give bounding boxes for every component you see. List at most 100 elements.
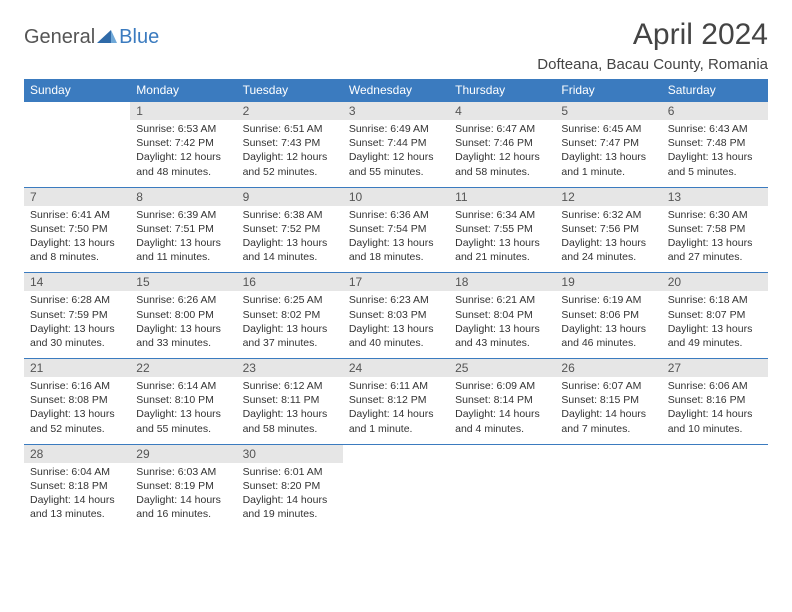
daylight-text-1: Daylight: 12 hours	[349, 150, 443, 164]
sunset-text: Sunset: 8:18 PM	[30, 479, 124, 493]
day-number: 23	[243, 361, 256, 375]
daynum-row: 28 29 30	[24, 444, 768, 463]
day-number: 17	[349, 275, 362, 289]
day-number: 8	[136, 190, 143, 204]
sunset-text: Sunset: 8:04 PM	[455, 308, 549, 322]
daylight-text-2: and 4 minutes.	[455, 422, 549, 436]
daylight-text-1: Daylight: 13 hours	[243, 407, 337, 421]
day-number: 7	[30, 190, 37, 204]
daylight-text-2: and 8 minutes.	[30, 250, 124, 264]
day-detail-cell	[449, 463, 555, 530]
day-detail-cell: Sunrise: 6:21 AMSunset: 8:04 PMDaylight:…	[449, 291, 555, 358]
sunset-text: Sunset: 8:11 PM	[243, 393, 337, 407]
day-number: 22	[136, 361, 149, 375]
daylight-text-1: Daylight: 14 hours	[243, 493, 337, 507]
dayhead-fri: Friday	[555, 79, 661, 102]
day-detail-cell: Sunrise: 6:39 AMSunset: 7:51 PMDaylight:…	[130, 206, 236, 273]
day-detail-cell: Sunrise: 6:28 AMSunset: 7:59 PMDaylight:…	[24, 291, 130, 358]
daylight-text-2: and 11 minutes.	[136, 250, 230, 264]
day-number-cell: 16	[237, 273, 343, 292]
sunrise-text: Sunrise: 6:47 AM	[455, 122, 549, 136]
daylight-text-2: and 33 minutes.	[136, 336, 230, 350]
day-detail-cell	[24, 120, 130, 187]
daylight-text-1: Daylight: 13 hours	[455, 322, 549, 336]
day-detail-cell: Sunrise: 6:47 AMSunset: 7:46 PMDaylight:…	[449, 120, 555, 187]
sunrise-text: Sunrise: 6:43 AM	[668, 122, 762, 136]
sunrise-text: Sunrise: 6:28 AM	[30, 293, 124, 307]
day-detail-cell: Sunrise: 6:11 AMSunset: 8:12 PMDaylight:…	[343, 377, 449, 444]
day-number-cell: 26	[555, 359, 661, 378]
day-number: 11	[455, 190, 467, 204]
dayhead-mon: Monday	[130, 79, 236, 102]
sunrise-text: Sunrise: 6:16 AM	[30, 379, 124, 393]
sunset-text: Sunset: 7:43 PM	[243, 136, 337, 150]
daylight-text-2: and 21 minutes.	[455, 250, 549, 264]
logo: General Blue	[24, 18, 159, 49]
day-number-cell: 29	[130, 444, 236, 463]
day-detail-cell: Sunrise: 6:04 AMSunset: 8:18 PMDaylight:…	[24, 463, 130, 530]
daylight-text-2: and 14 minutes.	[243, 250, 337, 264]
daylight-text-2: and 55 minutes.	[136, 422, 230, 436]
daylight-text-1: Daylight: 13 hours	[243, 236, 337, 250]
daylight-text-1: Daylight: 12 hours	[455, 150, 549, 164]
daylight-text-2: and 16 minutes.	[136, 507, 230, 521]
day-number-cell: 28	[24, 444, 130, 463]
day-number: 15	[136, 275, 149, 289]
daylight-text-2: and 1 minute.	[561, 165, 655, 179]
sunset-text: Sunset: 7:46 PM	[455, 136, 549, 150]
day-number: 30	[243, 447, 256, 461]
sunrise-text: Sunrise: 6:51 AM	[243, 122, 337, 136]
daylight-text-2: and 27 minutes.	[668, 250, 762, 264]
daylight-text-2: and 52 minutes.	[30, 422, 124, 436]
day-number: 2	[243, 104, 250, 118]
sunset-text: Sunset: 8:08 PM	[30, 393, 124, 407]
day-number-cell: 30	[237, 444, 343, 463]
daylight-text-2: and 7 minutes.	[561, 422, 655, 436]
day-number-cell: 11	[449, 187, 555, 206]
daylight-text-1: Daylight: 13 hours	[136, 236, 230, 250]
day-number: 12	[561, 190, 574, 204]
daynum-row: 123456	[24, 102, 768, 121]
sunset-text: Sunset: 8:19 PM	[136, 479, 230, 493]
day-detail-cell: Sunrise: 6:12 AMSunset: 8:11 PMDaylight:…	[237, 377, 343, 444]
day-number-cell: 7	[24, 187, 130, 206]
sunset-text: Sunset: 8:12 PM	[349, 393, 443, 407]
day-number-cell: 18	[449, 273, 555, 292]
sunset-text: Sunset: 8:07 PM	[668, 308, 762, 322]
sunset-text: Sunset: 8:10 PM	[136, 393, 230, 407]
day-number-cell	[555, 444, 661, 463]
sunrise-text: Sunrise: 6:21 AM	[455, 293, 549, 307]
day-number-cell: 6	[662, 102, 768, 121]
sunrise-text: Sunrise: 6:38 AM	[243, 208, 337, 222]
day-number: 4	[455, 104, 462, 118]
daylight-text-1: Daylight: 13 hours	[561, 322, 655, 336]
sunset-text: Sunset: 7:58 PM	[668, 222, 762, 236]
day-number: 13	[668, 190, 681, 204]
sunset-text: Sunset: 8:06 PM	[561, 308, 655, 322]
day-detail-cell: Sunrise: 6:30 AMSunset: 7:58 PMDaylight:…	[662, 206, 768, 273]
sunrise-text: Sunrise: 6:49 AM	[349, 122, 443, 136]
day-detail-cell: Sunrise: 6:49 AMSunset: 7:44 PMDaylight:…	[343, 120, 449, 187]
daylight-text-1: Daylight: 14 hours	[30, 493, 124, 507]
day-detail-cell: Sunrise: 6:34 AMSunset: 7:55 PMDaylight:…	[449, 206, 555, 273]
day-detail-cell: Sunrise: 6:01 AMSunset: 8:20 PMDaylight:…	[237, 463, 343, 530]
day-detail-cell: Sunrise: 6:45 AMSunset: 7:47 PMDaylight:…	[555, 120, 661, 187]
daylight-text-2: and 46 minutes.	[561, 336, 655, 350]
day-number-cell: 4	[449, 102, 555, 121]
day-number: 3	[349, 104, 356, 118]
day-number-cell: 15	[130, 273, 236, 292]
day-detail-cell	[555, 463, 661, 530]
daylight-text-2: and 40 minutes.	[349, 336, 443, 350]
day-number-cell: 1	[130, 102, 236, 121]
dayhead-sun: Sunday	[24, 79, 130, 102]
day-detail-cell: Sunrise: 6:09 AMSunset: 8:14 PMDaylight:…	[449, 377, 555, 444]
daylight-text-1: Daylight: 14 hours	[136, 493, 230, 507]
day-detail-cell: Sunrise: 6:03 AMSunset: 8:19 PMDaylight:…	[130, 463, 236, 530]
daylight-text-2: and 5 minutes.	[668, 165, 762, 179]
daylight-text-2: and 18 minutes.	[349, 250, 443, 264]
day-detail-cell: Sunrise: 6:14 AMSunset: 8:10 PMDaylight:…	[130, 377, 236, 444]
day-number-cell: 25	[449, 359, 555, 378]
daylight-text-2: and 49 minutes.	[668, 336, 762, 350]
day-detail-cell: Sunrise: 6:53 AMSunset: 7:42 PMDaylight:…	[130, 120, 236, 187]
day-number: 28	[30, 447, 43, 461]
